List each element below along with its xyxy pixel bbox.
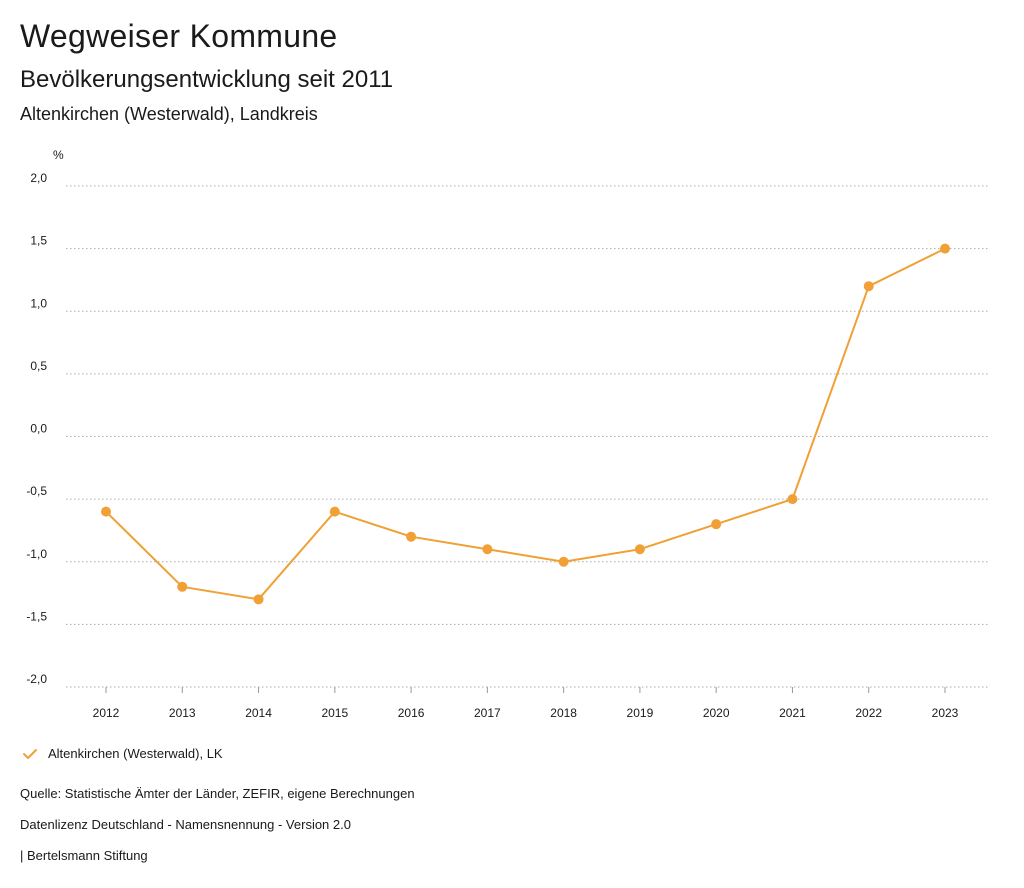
data-point[interactable] bbox=[329, 506, 340, 517]
y-tick-label: -1,5 bbox=[26, 609, 47, 623]
x-tick-label: 2016 bbox=[398, 706, 425, 720]
x-tick-label: 2021 bbox=[779, 706, 806, 720]
grid-lines bbox=[66, 185, 990, 688]
y-tick-label: 0,5 bbox=[30, 359, 47, 373]
data-point[interactable] bbox=[482, 544, 493, 555]
y-axis-ticks: 2,0 1,5 1,0 0,5 0,0 -0,5 -1,0 -1,5 -2,0 bbox=[26, 171, 47, 686]
x-tick-label: 2019 bbox=[627, 706, 654, 720]
x-tick-label: 2022 bbox=[855, 706, 882, 720]
checkmark-icon bbox=[23, 748, 37, 759]
page-title: Wegweiser Kommune bbox=[20, 18, 338, 54]
line-chart: 2,0 1,5 1,0 0,5 0,0 -0,5 -1,0 -1,5 -2,0 2012 2013… bbox=[26, 148, 990, 720]
y-tick-label: 1,5 bbox=[30, 234, 47, 248]
series-layer bbox=[101, 243, 950, 605]
series-line bbox=[105, 247, 946, 601]
source-note: Quelle: Statistische Ämter der Länder, Z… bbox=[20, 786, 415, 801]
data-point[interactable] bbox=[787, 494, 798, 505]
y-tick-label: -2,0 bbox=[26, 672, 47, 686]
data-point[interactable] bbox=[101, 506, 111, 517]
x-tick-label: 2020 bbox=[703, 706, 730, 720]
y-tick-label: 0,0 bbox=[30, 422, 47, 436]
data-point[interactable] bbox=[253, 594, 264, 605]
data-point[interactable] bbox=[940, 243, 950, 254]
license-note: Datenlizenz Deutschland - Namensnennung … bbox=[20, 817, 351, 832]
data-point[interactable] bbox=[634, 544, 645, 555]
x-tick-label: 2023 bbox=[932, 706, 959, 720]
data-point[interactable] bbox=[863, 281, 874, 292]
y-tick-label: 1,0 bbox=[30, 296, 47, 310]
x-tick-label: 2015 bbox=[321, 706, 348, 720]
y-tick-label: -1,0 bbox=[26, 547, 47, 561]
x-tick-label: 2012 bbox=[93, 706, 120, 720]
y-axis-label: % bbox=[53, 148, 64, 162]
x-tick-label: 2014 bbox=[245, 706, 272, 720]
y-tick-label: -0,5 bbox=[26, 484, 47, 498]
legend-label: Altenkirchen (Westerwald), LK bbox=[48, 746, 223, 761]
data-point[interactable] bbox=[406, 531, 417, 542]
x-tick-label: 2013 bbox=[169, 706, 196, 720]
x-tick-label: 2017 bbox=[474, 706, 501, 720]
legend-item[interactable]: Altenkirchen (Westerwald), LK bbox=[22, 746, 223, 761]
publisher-note: | Bertelsmann Stiftung bbox=[20, 848, 148, 863]
y-tick-label: 2,0 bbox=[30, 171, 47, 185]
chart-subtitle: Bevölkerungsentwicklung seit 2011 bbox=[20, 66, 394, 93]
x-tick-label: 2018 bbox=[550, 706, 577, 720]
data-point[interactable] bbox=[558, 556, 569, 567]
x-axis-ticks: 2012 2013 2014 2015 2016 2017 2018 2019 2020 2021… bbox=[93, 687, 959, 720]
data-point[interactable] bbox=[711, 519, 722, 530]
data-point[interactable] bbox=[177, 581, 188, 592]
region-name: Altenkirchen (Westerwald), Landkreis bbox=[20, 104, 318, 124]
